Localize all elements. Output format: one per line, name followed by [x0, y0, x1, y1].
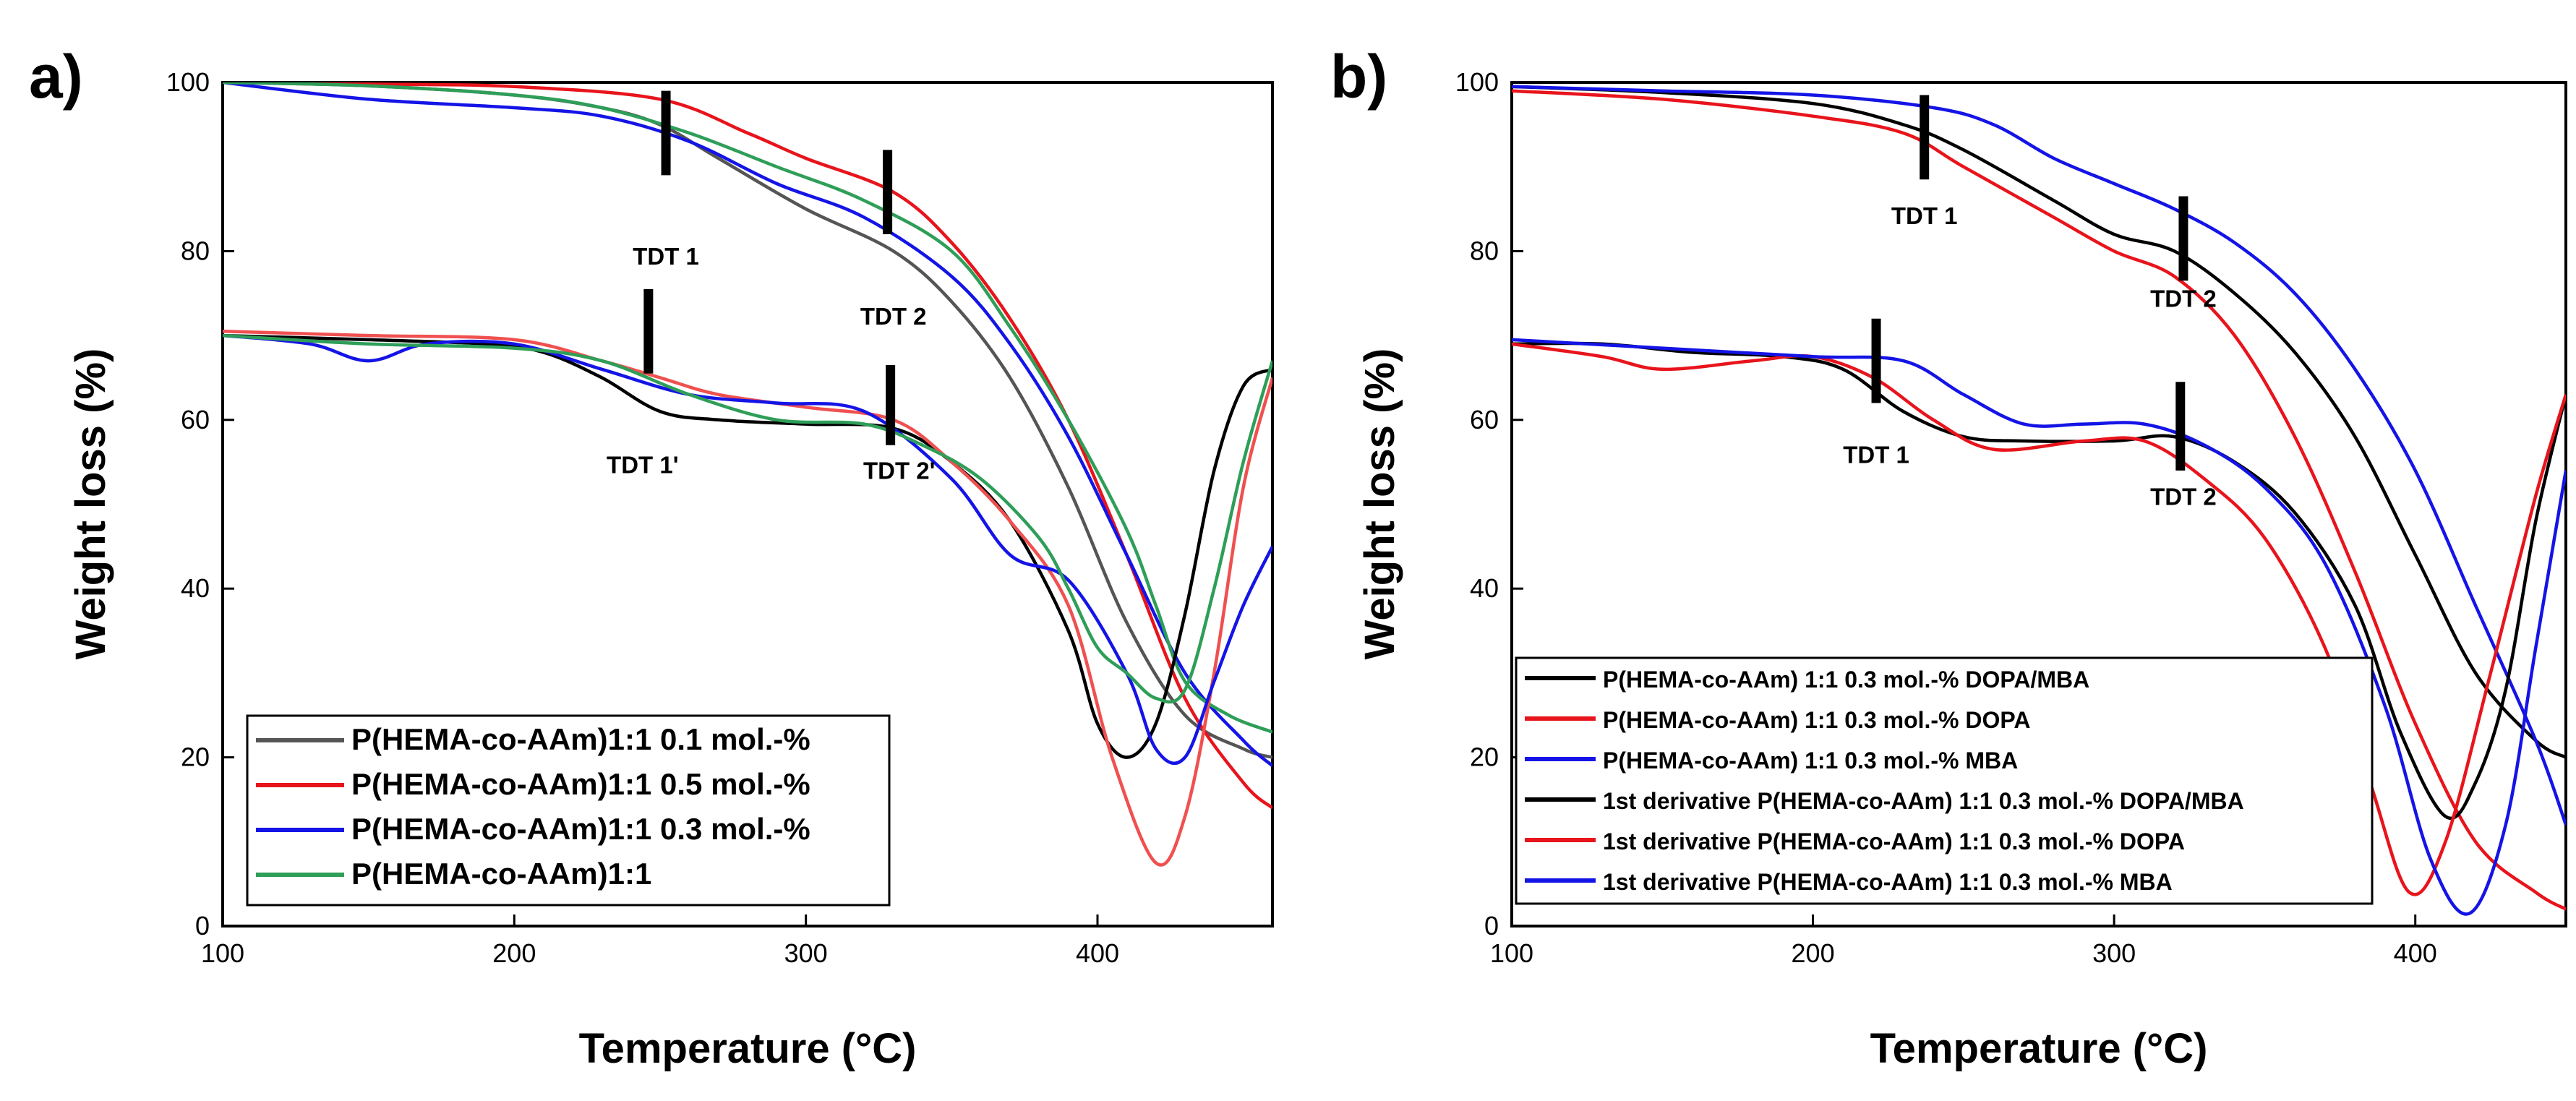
- series-line: [1512, 342, 2566, 896]
- annotations-a: TDT 1 TDT 2 TDT 1' TDT 2': [607, 90, 936, 484]
- tdt-label: TDT 2: [2150, 285, 2217, 312]
- series-line: [223, 333, 1272, 766]
- tdt-label: TDT 1: [1891, 202, 1958, 229]
- y-tick-label: 0: [195, 911, 210, 941]
- legend-label: 1st derivative P(HEMA-co-AAm) 1:1 0.3 mo…: [1603, 788, 2244, 814]
- y-tick-label: 20: [1470, 742, 1499, 772]
- ticks-a: 100 200 300 400 0 20 40 60 80 100: [166, 67, 1119, 968]
- y-tick-label: 100: [1455, 67, 1499, 97]
- x-tick-label: 200: [492, 938, 536, 968]
- series-line: [1512, 338, 2566, 916]
- legend-label: 1st derivative P(HEMA-co-AAm) 1:1 0.3 mo…: [1603, 869, 2173, 895]
- x-tick-label: 400: [2394, 938, 2437, 968]
- legend-label: P(HEMA-co-AAm) 1:1 0.3 mol.-% DOPA/MBA: [1603, 667, 2089, 693]
- tdt-label: TDT 1: [633, 243, 699, 270]
- y-tick-label: 60: [1470, 405, 1499, 434]
- y-axis-title-b: Weight loss (%): [1356, 348, 1403, 660]
- y-tick-label: 40: [181, 573, 210, 603]
- y-tick-label: 40: [1470, 573, 1499, 603]
- tdt-label: TDT 2': [863, 457, 936, 484]
- legend-label: P(HEMA-co-AAm)1:1 0.3 mol.-%: [351, 812, 810, 846]
- series-line: [1512, 85, 2566, 759]
- series-a: [223, 82, 1272, 867]
- x-tick-label: 300: [784, 938, 828, 968]
- tdt-label: TDT 1: [1843, 441, 1909, 468]
- y-tick-label: 80: [181, 236, 210, 265]
- legend-b: P(HEMA-co-AAm) 1:1 0.3 mol.-% DOPA/MBA P(…: [1515, 656, 2374, 905]
- x-tick-label: 300: [2092, 938, 2136, 968]
- panel-letter-a: a): [29, 43, 83, 111]
- y-tick-label: 100: [166, 67, 210, 97]
- annotations-b: TDT 1 TDT 2 TDT 1 TDT 2: [1843, 95, 2217, 510]
- legend-a: P(HEMA-co-AAm)1:1 0.1 mol.-% P(HEMA-co-AA…: [246, 714, 891, 907]
- series-line: [223, 333, 1272, 704]
- y-tick-label: 20: [181, 742, 210, 772]
- plot-frame-b: [1510, 81, 2567, 928]
- series-line: [223, 82, 1272, 759]
- x-tick-label: 100: [1490, 938, 1533, 968]
- x-axis-title-b: Temperature (°C): [1870, 1025, 2208, 1072]
- x-axis-title-a: Temperature (°C): [579, 1025, 917, 1072]
- tdt-label: TDT 1': [607, 451, 679, 478]
- legend-box-b: [1515, 656, 2374, 905]
- tdt-label: TDT 2: [860, 303, 927, 330]
- series-line: [223, 330, 1272, 867]
- x-tick-label: 100: [201, 938, 244, 968]
- panel-letter-b: b): [1330, 43, 1387, 111]
- legend-box-a: [246, 714, 891, 907]
- y-tick-label: 60: [181, 405, 210, 434]
- legend-label: P(HEMA-co-AAm)1:1: [351, 857, 651, 891]
- y-tick-label: 0: [1484, 911, 1499, 941]
- legend-label: P(HEMA-co-AAm) 1:1 0.3 mol.-% DOPA: [1603, 707, 2030, 733]
- legend-label: P(HEMA-co-AAm) 1:1 0.3 mol.-% MBA: [1603, 747, 2018, 774]
- legend-label: P(HEMA-co-AAm)1:1 0.1 mol.-%: [351, 722, 810, 756]
- plot-frame-a: [221, 81, 1274, 928]
- series-line: [223, 82, 1272, 810]
- ticks-b: 100 200 300 400 0 20 40 60 80 100: [1455, 67, 2437, 968]
- x-tick-label: 400: [1076, 938, 1119, 968]
- y-tick-label: 80: [1470, 236, 1499, 265]
- legend-label: 1st derivative P(HEMA-co-AAm) 1:1 0.3 mo…: [1603, 828, 2185, 854]
- tdt-label: TDT 2: [2150, 484, 2217, 510]
- legend-label: P(HEMA-co-AAm)1:1 0.5 mol.-%: [351, 767, 810, 801]
- y-axis-title-a: Weight loss (%): [67, 348, 114, 660]
- x-tick-label: 200: [1792, 938, 1835, 968]
- series-line: [223, 82, 1272, 734]
